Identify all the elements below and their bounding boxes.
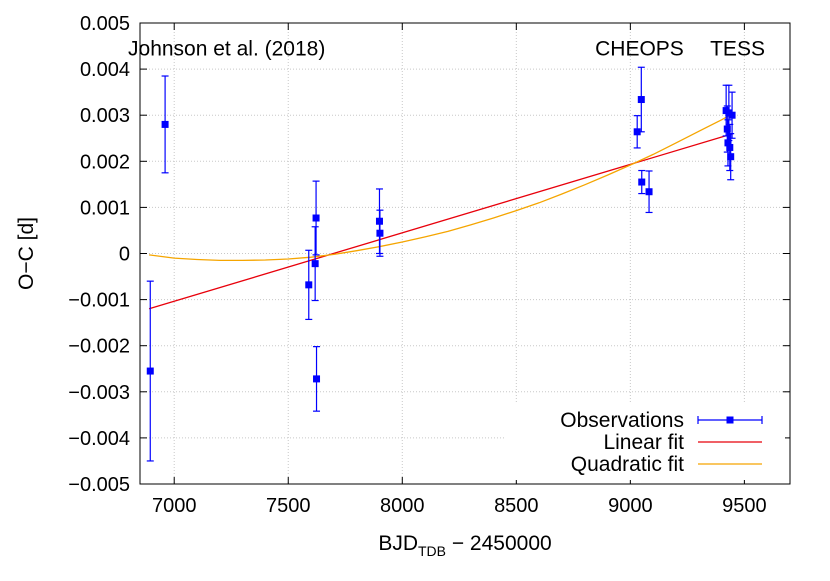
observation-point bbox=[637, 66, 645, 133]
annotation-label: Johnson et al. (2018) bbox=[128, 37, 325, 60]
linear-fit-line bbox=[148, 132, 734, 310]
y-tick-label: −0.001 bbox=[68, 290, 130, 312]
y-tick-label: −0.003 bbox=[68, 382, 130, 404]
observation-point bbox=[728, 91, 736, 139]
marker bbox=[146, 367, 154, 375]
y-tick-label: 0.005 bbox=[80, 13, 130, 35]
marker bbox=[727, 153, 735, 161]
y-tick-label: 0.001 bbox=[80, 197, 130, 219]
observation-point bbox=[727, 133, 735, 181]
observation-point bbox=[305, 249, 313, 321]
observation-point bbox=[313, 346, 321, 412]
x-axis-label-main: BJD bbox=[378, 532, 418, 555]
observation-point bbox=[311, 226, 319, 302]
marker bbox=[311, 260, 319, 268]
marker bbox=[633, 128, 641, 136]
y-tick-label: 0.003 bbox=[80, 105, 130, 127]
legend-label: Observations bbox=[560, 409, 684, 432]
x-axis-label-rest: − 2450000 bbox=[446, 532, 552, 555]
marker bbox=[728, 111, 736, 119]
x-tick-label: 9000 bbox=[608, 495, 653, 517]
fit-curves bbox=[148, 112, 734, 310]
y-tick-label: 0.002 bbox=[80, 151, 130, 173]
annotation-label: TESS bbox=[710, 37, 765, 60]
quadratic-fit-line bbox=[149, 112, 734, 262]
legend-label: Linear fit bbox=[603, 431, 684, 454]
marker bbox=[723, 125, 731, 133]
y-tick-label: 0.004 bbox=[80, 59, 130, 81]
x-tick-label: 7500 bbox=[266, 495, 311, 517]
observation-point bbox=[312, 180, 320, 256]
marker bbox=[376, 229, 384, 237]
observation-point bbox=[376, 209, 384, 257]
y-tick-label: −0.002 bbox=[68, 336, 130, 358]
marker bbox=[726, 143, 734, 151]
marker bbox=[638, 178, 646, 186]
x-axis-label-sub: TDB bbox=[418, 543, 446, 559]
marker bbox=[312, 214, 320, 222]
legend-background bbox=[505, 402, 785, 480]
x-tick-label: 7000 bbox=[152, 495, 197, 517]
x-axis-label: BJDTDB − 2450000 bbox=[378, 532, 551, 559]
y-axis-label: O−C [d] bbox=[15, 217, 38, 290]
observation-point bbox=[146, 280, 154, 462]
x-tick-label: 9500 bbox=[722, 495, 767, 517]
y-tick-label: 0 bbox=[119, 244, 130, 266]
x-tick-label: 8000 bbox=[380, 495, 425, 517]
observations bbox=[146, 66, 736, 462]
marker bbox=[313, 375, 321, 383]
annotation-label: CHEOPS bbox=[595, 37, 684, 60]
ticks: −0.005 −0.004 −0.003 −0.002 −0.001 0 0.001 0.00… bbox=[68, 13, 790, 517]
legend-label: Quadratic fit bbox=[571, 453, 684, 476]
marker bbox=[305, 281, 313, 289]
marker bbox=[645, 188, 653, 196]
observation-point bbox=[645, 170, 653, 214]
y-tick-label: −0.004 bbox=[68, 428, 130, 450]
x-tick-label: 8500 bbox=[494, 495, 539, 517]
observation-point bbox=[633, 115, 641, 149]
annotations: Johnson et al. (2018) CHEOPS TESS bbox=[128, 37, 765, 60]
marker bbox=[161, 120, 169, 128]
marker bbox=[724, 139, 732, 147]
y-tick-label: −0.005 bbox=[68, 474, 130, 496]
marker bbox=[637, 96, 645, 104]
observation-point bbox=[638, 169, 646, 195]
legend-swatch-marker bbox=[726, 416, 734, 424]
observation-point bbox=[161, 75, 169, 174]
